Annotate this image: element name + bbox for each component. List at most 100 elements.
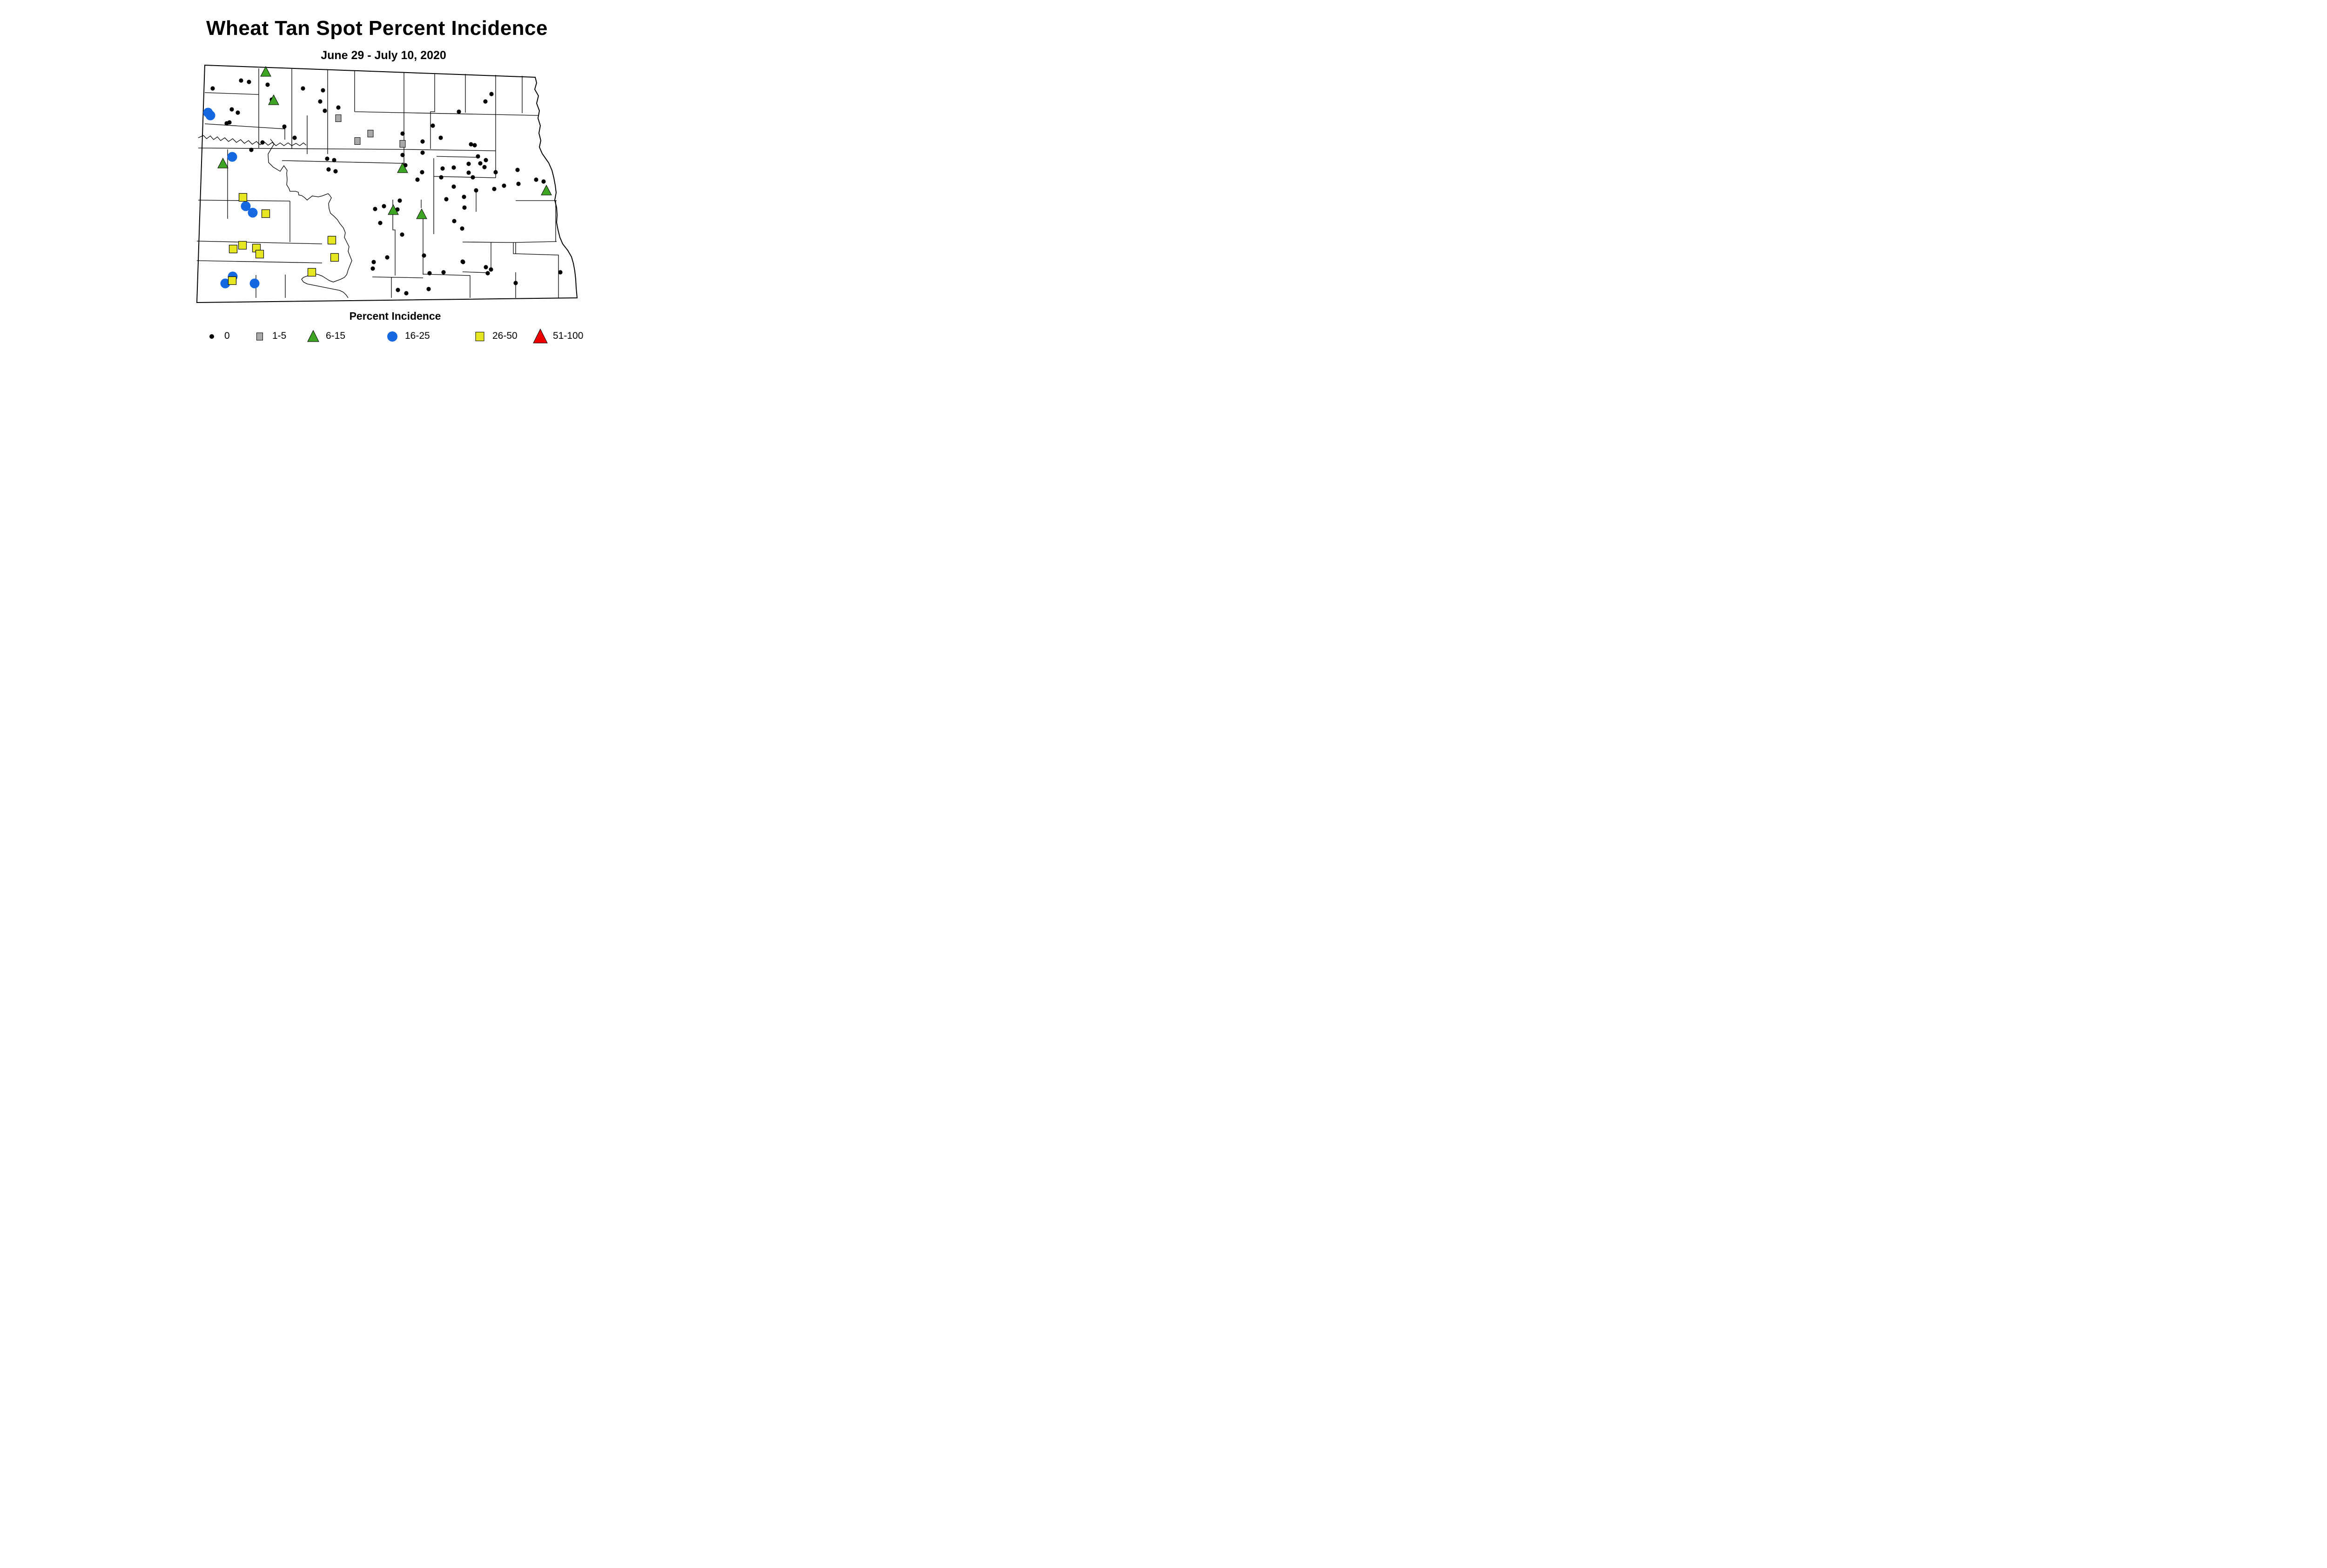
dot-legend-dot-icon [209, 334, 214, 339]
incidence-dot-0 [370, 266, 375, 271]
incidence-square-26-50 [327, 236, 336, 245]
incidence-dot-0 [265, 82, 270, 87]
incidence-dot-0 [385, 255, 390, 260]
incidence-dot-0 [235, 110, 240, 115]
incidence-dot-0 [502, 183, 506, 188]
incidence-triangle-6-15 [268, 94, 279, 105]
incidence-dot-0 [227, 120, 232, 125]
incidence-dot-0 [441, 270, 446, 275]
incidence-triangle-6-15 [397, 162, 408, 173]
incidence-dot-0 [318, 99, 323, 104]
survey-points-layer [203, 66, 563, 296]
incidence-dot-0 [400, 131, 405, 136]
incidence-dot-0 [492, 187, 497, 191]
incidence-dot-0 [493, 170, 498, 175]
incidence-dot-0 [229, 107, 234, 112]
incidence-dot-0 [489, 267, 493, 272]
legend-item-6-15: 6-15 [305, 326, 345, 346]
incidence-dot-0 [430, 123, 435, 128]
square-legend-square-icon [256, 332, 263, 341]
incidence-dot-0 [440, 166, 445, 171]
legend-item-label: 51-100 [553, 330, 584, 341]
incidence-dot-0 [483, 99, 488, 104]
incidence-square-1-5 [399, 140, 406, 148]
incidence-square-26-50 [238, 193, 248, 202]
date-range-subtitle: June 29 - July 10, 2020 [321, 49, 446, 62]
legend-title: Percent Incidence [349, 310, 441, 322]
incidence-dot-0 [469, 142, 473, 147]
incidence-triangle-6-15 [416, 208, 427, 219]
incidence-dot-0 [332, 158, 336, 162]
incidence-dot-0 [462, 205, 467, 210]
incidence-dot-0 [282, 124, 287, 129]
incidence-circle-16-25 [248, 208, 258, 218]
incidence-dot-0 [485, 271, 490, 276]
incidence-dot-0 [325, 156, 330, 161]
incidence-circle-16-25 [241, 201, 251, 211]
incidence-square-26-50 [229, 244, 238, 254]
incidence-dot-0 [457, 109, 461, 114]
river-boundaries [198, 135, 352, 298]
incidence-dot-0 [472, 143, 477, 148]
incidence-dot-0 [210, 86, 215, 91]
incidence-dot-0 [462, 195, 466, 199]
incidence-dot-0 [439, 175, 444, 180]
incidence-dot-0 [484, 158, 488, 162]
incidence-dot-0 [378, 221, 383, 225]
legend: 0 1-5 6-15 16-25 26-50 51-100 [0, 326, 720, 349]
circle-icon [387, 331, 397, 342]
incidence-dot-0 [371, 260, 376, 264]
incidence-dot-0 [396, 288, 400, 292]
incidence-dot-0 [515, 168, 520, 172]
incidence-dot-0 [478, 161, 483, 166]
wheat-tan-spot-map-page: { "title": "Wheat Tan Spot Percent Incid… [0, 0, 720, 375]
incidence-dot-0 [466, 162, 471, 166]
incidence-dot-0 [444, 197, 449, 202]
incidence-dot-0 [474, 188, 478, 193]
incidence-dot-0 [326, 167, 331, 172]
incidence-dot-0 [420, 150, 425, 155]
incidence-dot-0 [438, 135, 443, 140]
incidence-dot-0 [301, 86, 305, 91]
incidence-circle-16-25 [249, 278, 260, 289]
incidence-triangle-6-15 [541, 184, 552, 195]
incidence-dot-0 [333, 169, 338, 174]
triangle-icon [307, 330, 319, 342]
incidence-dot-0 [426, 287, 431, 291]
incidence-square-1-5 [354, 137, 361, 145]
legend-item-16-25: 16-25 [384, 326, 430, 346]
incidence-circle-16-25 [227, 152, 237, 162]
incidence-square-1-5 [367, 130, 374, 137]
incidence-dot-0 [476, 154, 480, 159]
triangle-icon [533, 328, 548, 343]
incidence-triangle-6-15 [388, 204, 399, 215]
incidence-dot-0 [427, 271, 432, 276]
incidence-dot-0 [420, 139, 425, 144]
incidence-dot-0 [466, 170, 471, 175]
incidence-dot-0 [336, 105, 341, 110]
incidence-dot-0 [321, 88, 325, 93]
incidence-square-1-5 [335, 114, 342, 122]
legend-item-label: 0 [224, 330, 230, 341]
incidence-circle-16-25 [205, 110, 215, 121]
dot-icon [209, 334, 214, 339]
incidence-dot-0 [484, 265, 488, 269]
incidence-dot-0 [482, 165, 487, 169]
incidence-dot-0 [471, 175, 475, 180]
incidence-dot-0 [292, 135, 297, 140]
incidence-square-26-50 [238, 241, 247, 250]
incidence-square-26-50 [255, 249, 264, 259]
incidence-triangle-6-15 [260, 66, 271, 77]
incidence-square-26-50 [261, 209, 270, 218]
incidence-dot-0 [323, 108, 327, 113]
incidence-dot-0 [452, 219, 457, 223]
page-title: Wheat Tan Spot Percent Incidence [206, 17, 548, 40]
incidence-dot-0 [404, 291, 409, 296]
incidence-dot-0 [451, 165, 456, 170]
legend-item-1-5: 1-5 [251, 326, 286, 346]
legend-item-label: 1-5 [272, 330, 287, 341]
incidence-dot-0 [397, 198, 402, 203]
square-icon [475, 332, 484, 341]
triangle-legend-triangle-icon [307, 330, 319, 342]
incidence-triangle-6-15 [217, 157, 229, 168]
